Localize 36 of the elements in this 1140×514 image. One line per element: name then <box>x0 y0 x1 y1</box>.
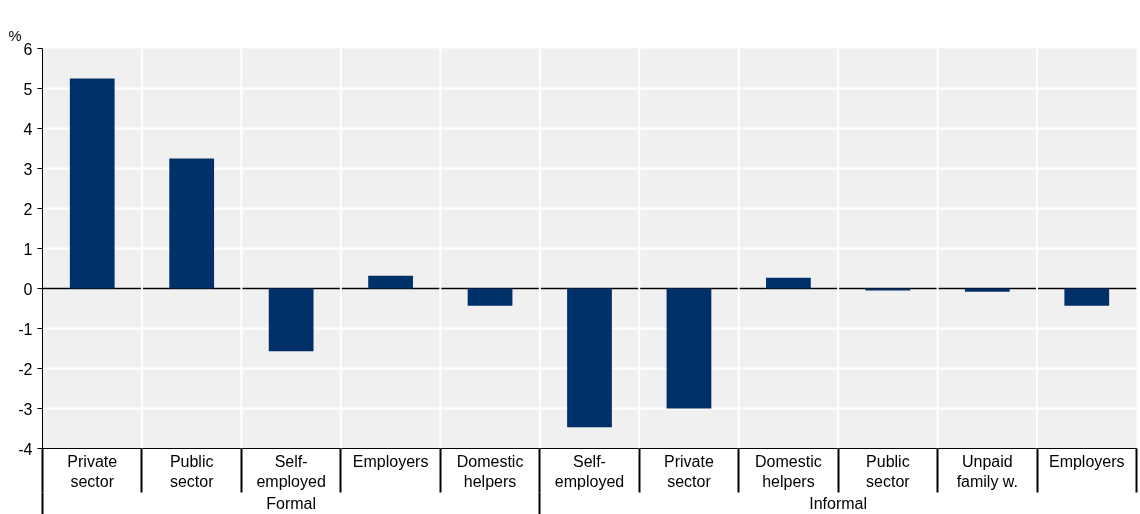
y-tick-label: 0 <box>23 280 33 298</box>
y-tick-label: -3 <box>18 400 33 418</box>
x-tick-label: Domestic helpers <box>456 452 524 490</box>
y-tick-label: 6 <box>23 40 33 58</box>
x-tick-label: Unpaid family w. <box>956 452 1018 490</box>
y-tick-label: -4 <box>18 440 33 458</box>
bar <box>1064 288 1110 306</box>
x-tick-label: Employers <box>352 452 429 470</box>
text: Informal <box>809 494 868 512</box>
x-tick-label: Self-employed <box>554 452 625 490</box>
x-tick-label: Employers <box>1048 452 1125 470</box>
x-tick-label: Public sector <box>169 452 215 490</box>
text: Formal <box>266 494 317 512</box>
y-tick-label: -1 <box>18 320 33 338</box>
y-tick-label: 5 <box>23 80 33 98</box>
x-tick-label: Self-employed <box>256 452 326 490</box>
bar <box>766 277 811 289</box>
bar <box>69 78 115 289</box>
x-tick-label: Private sector <box>67 452 118 490</box>
y-tick-label: 1 <box>23 240 33 258</box>
bar <box>567 288 612 428</box>
x-tick-label: Public sector <box>866 452 911 490</box>
bar <box>169 158 215 289</box>
bar <box>467 288 513 306</box>
y-axis-title: % <box>8 27 22 44</box>
bar <box>865 288 911 291</box>
bar <box>666 288 712 409</box>
x-tick-label: Domestic helpers <box>755 452 822 490</box>
y-tick-label: 3 <box>23 160 33 178</box>
bar <box>964 288 1010 292</box>
bar <box>368 275 413 289</box>
bar <box>268 288 314 352</box>
y-tick-label: 2 <box>23 200 33 218</box>
x-tick-label: Private sector <box>664 452 714 490</box>
y-tick-label: -2 <box>18 360 33 378</box>
y-tick-label: 4 <box>23 120 33 138</box>
